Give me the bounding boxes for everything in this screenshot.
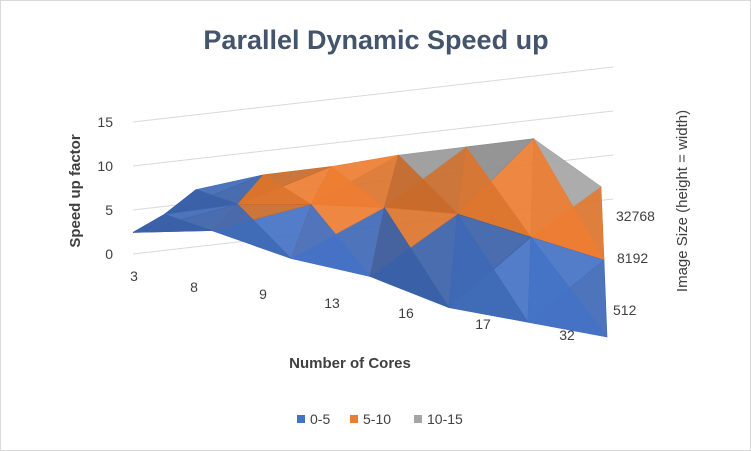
surface-facet bbox=[211, 203, 292, 259]
legend-swatch bbox=[350, 415, 358, 423]
depth-tick-label: 8192 bbox=[617, 250, 648, 266]
legend-item: 10-15 bbox=[414, 411, 463, 427]
x-tick-label: 16 bbox=[398, 305, 414, 321]
legend: 0-5 5-10 10-15 bbox=[297, 411, 463, 427]
y-axis-ticks: 0 5 10 15 bbox=[97, 114, 113, 262]
x-tick-label: 9 bbox=[259, 286, 267, 302]
y-tick-label: 15 bbox=[97, 114, 113, 130]
legend-swatch bbox=[414, 415, 422, 423]
depth-axis-ticks: 512 8192 32768 bbox=[613, 208, 655, 318]
surface-facet bbox=[290, 203, 371, 277]
x-axis-title: Number of Cores bbox=[289, 355, 411, 372]
surface-facet bbox=[527, 236, 608, 338]
y-tick-label: 0 bbox=[105, 246, 113, 262]
legend-label: 5-10 bbox=[363, 411, 391, 427]
surface-facet bbox=[369, 206, 450, 309]
y-tick-label: 5 bbox=[105, 202, 113, 218]
gridline bbox=[132, 110, 614, 167]
legend-item: 5-10 bbox=[350, 411, 391, 427]
legend-label: 10-15 bbox=[427, 411, 463, 427]
x-tick-label: 3 bbox=[130, 268, 138, 284]
legend-swatch bbox=[297, 415, 305, 423]
chart-title: Parallel Dynamic Speed up bbox=[203, 25, 548, 55]
x-tick-label: 32 bbox=[559, 327, 575, 343]
x-tick-label: 17 bbox=[475, 316, 491, 332]
x-axis-ticks: 3 8 9 13 16 17 32 bbox=[130, 268, 575, 343]
surface-facet bbox=[448, 213, 529, 323]
legend-item: 0-5 bbox=[297, 411, 330, 427]
depth-tick-label: 32768 bbox=[616, 208, 655, 224]
legend-label: 0-5 bbox=[310, 411, 330, 427]
depth-axis-title: Image Size (height = width) bbox=[674, 110, 691, 292]
gridline bbox=[132, 66, 614, 123]
surface-plot bbox=[132, 137, 608, 338]
x-tick-label: 8 bbox=[190, 279, 198, 295]
surface-facet bbox=[132, 213, 213, 233]
y-axis-title: Speed up factor bbox=[67, 134, 84, 248]
y-tick-label: 10 bbox=[97, 158, 113, 174]
depth-tick-label: 512 bbox=[613, 302, 637, 318]
x-tick-label: 13 bbox=[324, 295, 340, 311]
